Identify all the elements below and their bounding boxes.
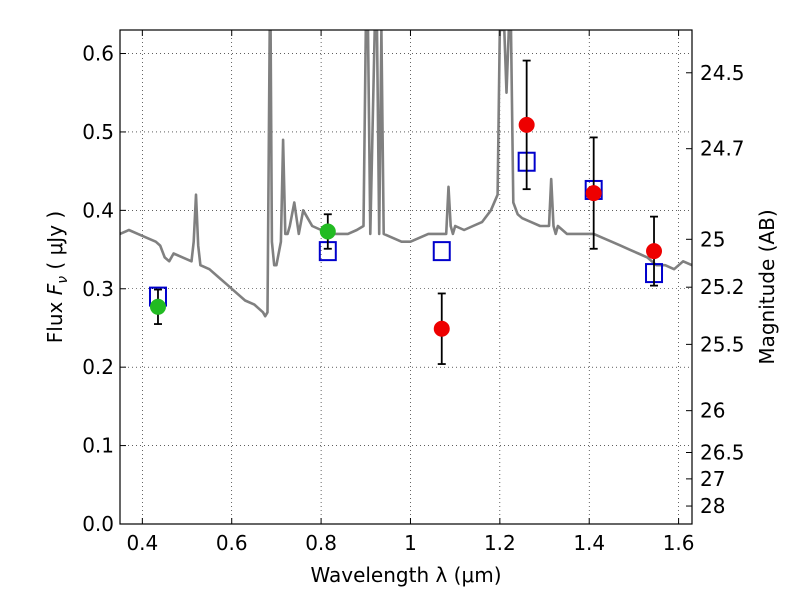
y2-tick-label: 24.7 bbox=[700, 137, 745, 161]
data-point bbox=[518, 116, 535, 133]
y-tick-label: 0.1 bbox=[82, 434, 114, 458]
y2-axis-label: Magnitude (AB) bbox=[755, 209, 779, 364]
y-tick-label: 0.4 bbox=[82, 198, 114, 222]
x-tick-label: 1.6 bbox=[663, 531, 695, 555]
data-markers bbox=[148, 59, 664, 365]
y2-tick-label: 25.5 bbox=[700, 332, 745, 356]
y2-tick-label: 25.2 bbox=[700, 275, 745, 299]
y-tick-label: 0.3 bbox=[82, 277, 114, 301]
x-tick-label: 1 bbox=[404, 531, 417, 555]
data-point bbox=[433, 320, 450, 337]
axis-ticks bbox=[120, 30, 692, 525]
y-tick-label: 0.6 bbox=[82, 42, 114, 66]
y2-tick-label: 24.5 bbox=[700, 61, 745, 85]
spectrum-line bbox=[120, 30, 692, 318]
y-tick-label: 0.5 bbox=[82, 120, 114, 144]
y-tick-label: 0.2 bbox=[82, 355, 114, 379]
y2-tick-label: 27 bbox=[700, 467, 725, 491]
data-point bbox=[585, 185, 602, 202]
data-point bbox=[319, 223, 336, 240]
y2-tick-label: 28 bbox=[700, 494, 725, 518]
x-axis-label: Wavelength λ (μm) bbox=[310, 563, 501, 587]
tick-labels: 0.4 0.6 0.8 1 1.2 1.4 1.6 0.0 0.1 0.2 0.3 0.4 0.5 0.6… bbox=[82, 42, 744, 555]
x-tick-label: 0.4 bbox=[126, 531, 158, 555]
y-axis-label: Flux Fν ( μJy ) bbox=[43, 211, 71, 343]
y2-tick-label: 25 bbox=[700, 227, 725, 251]
y-tick-label: 0.0 bbox=[82, 512, 114, 536]
x-tick-label: 0.6 bbox=[216, 531, 248, 555]
plot-frame bbox=[119, 29, 693, 525]
x-tick-label: 0.8 bbox=[305, 531, 337, 555]
x-tick-label: 1.4 bbox=[573, 531, 605, 555]
grid-lines bbox=[120, 30, 692, 525]
y2-tick-label: 26 bbox=[700, 399, 725, 423]
y2-tick-label: 26.5 bbox=[700, 440, 745, 464]
x-tick-label: 1.2 bbox=[484, 531, 516, 555]
plot-series bbox=[120, 30, 692, 318]
model-square-marker bbox=[432, 241, 451, 262]
data-point bbox=[149, 298, 166, 315]
data-point bbox=[646, 243, 663, 260]
